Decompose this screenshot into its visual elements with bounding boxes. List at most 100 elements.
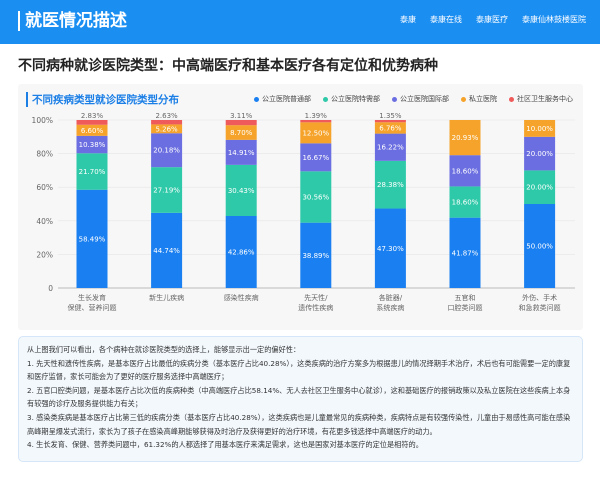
bar-segment [374, 119, 406, 123]
bar-segment [76, 153, 108, 190]
x-tick-label: 感染性疾病 [224, 293, 259, 302]
data-label: 10.00% [526, 125, 553, 133]
data-label: 42.86% [228, 248, 255, 256]
x-tick-label: 新生儿疾病 [149, 293, 184, 302]
data-label: 6.76% [379, 124, 402, 132]
bar-segment [225, 119, 257, 126]
legend-dot-icon [509, 96, 514, 102]
note-paragraph: 从上图我们可以看出，各个病种在就诊医院类型的选择上，能够显示出一定的偏好性： [27, 345, 301, 354]
data-label: 1.39% [305, 112, 328, 120]
data-label: 58.49% [79, 235, 106, 243]
bar-segment [76, 135, 108, 154]
data-label: 28.38% [377, 181, 404, 189]
header-title: 就医情况描述 [18, 11, 127, 31]
legend-item[interactable]: 私立医院 [461, 94, 497, 104]
bar-segment [449, 120, 481, 156]
bar-segment [374, 133, 406, 161]
data-label: 20.00% [526, 184, 553, 192]
data-label: 1.35% [379, 112, 402, 120]
y-tick-label: 40% [36, 217, 53, 226]
y-tick-label: 20% [36, 250, 53, 259]
header-bar: 就医情况描述 泰康 泰康在线 泰康医疗 泰康仙林鼓楼医院 [0, 0, 600, 44]
x-tick-label: 先天性/ [304, 293, 328, 302]
bar-segment [524, 120, 556, 137]
data-label: 8.70% [230, 129, 253, 137]
y-tick-label: 80% [36, 150, 53, 159]
logo-taikang-hospital: 泰康仙林鼓楼医院 [522, 15, 586, 24]
legend-label: 公立医院国际部 [400, 95, 449, 103]
legend-item[interactable]: 公立医院特需部 [323, 94, 380, 104]
data-label: 10.38% [79, 141, 106, 149]
bar-segment [151, 133, 183, 168]
data-label: 20.18% [153, 147, 180, 155]
legend-dot-icon [323, 96, 328, 102]
bar-segment [524, 170, 556, 204]
legend-dot-icon [461, 96, 466, 102]
bar-segment [449, 155, 481, 187]
bar-segment [151, 212, 183, 288]
bar-segment [76, 189, 108, 288]
y-tick-label: 60% [36, 183, 53, 192]
chart-legend: 公立医院普通部 公立医院特需部 公立医院国际部 私立医院 社区卫生服务中心 [254, 94, 573, 104]
bar-segment [225, 164, 257, 216]
note-paragraph: 1. 先天性和遗传性疾病，是基本医疗占比最低的疾病分类（基本医疗占比40.28%… [27, 358, 571, 382]
note-paragraph: 3. 感染类疾病是基本医疗占比第三低的疾病分类（基本医疗占比40.28%），这类… [27, 412, 571, 436]
x-tick-label: 和急救类问题 [519, 303, 561, 312]
page-title: 不同病种就诊医院类型：中高端医疗和基本医疗各有定位和优势病种 [18, 58, 438, 74]
bar-segment [524, 136, 556, 171]
data-label: 12.50% [302, 129, 329, 137]
note-paragraph: 2. 五官口腔类问题，是基本医疗占比次低的疾病种类（中高端医疗占比58.14%、… [27, 385, 571, 409]
data-label: 44.74% [153, 247, 180, 255]
bar-segment [76, 120, 108, 125]
legend-item[interactable]: 社区卫生服务中心 [509, 94, 573, 104]
data-label: 27.19% [153, 186, 180, 194]
data-label: 30.56% [302, 193, 329, 201]
brand-logos: 泰康 泰康在线 泰康医疗 泰康仙林鼓楼医院 [400, 14, 586, 25]
data-label: 3.11% [230, 112, 253, 120]
logo-taikang: 泰康 [400, 15, 416, 24]
bar-segment [374, 160, 406, 209]
x-tick-label: 各脏器/ [379, 293, 403, 302]
legend-item[interactable]: 公立医院普通部 [254, 94, 311, 104]
bar-segment [300, 143, 332, 172]
logo-taikang-online: 泰康在线 [430, 15, 462, 24]
bar-segment [225, 125, 257, 140]
bar-segment [225, 139, 257, 165]
y-tick-label: 100% [32, 116, 53, 125]
bar-segment [300, 119, 332, 123]
data-label: 18.60% [452, 199, 479, 207]
x-tick-label: 系统疾病 [376, 303, 404, 312]
data-label: 2.63% [155, 112, 178, 120]
data-label: 6.60% [81, 127, 104, 135]
x-tick-label: 保健、营养问题 [68, 303, 117, 312]
legend-item[interactable]: 公立医院国际部 [392, 94, 449, 104]
bar-segment [300, 122, 332, 144]
y-tick-label: 0 [48, 284, 53, 293]
data-label: 47.30% [377, 245, 404, 253]
x-tick-label: 生长发育 [78, 293, 106, 302]
data-label: 21.70% [79, 168, 106, 176]
x-tick-label: 外伤、手术 [522, 293, 557, 302]
data-label: 14.91% [228, 149, 255, 157]
bar-segment [374, 208, 406, 288]
data-label: 30.43% [228, 187, 255, 195]
x-tick-label: 五官和 [455, 293, 476, 302]
stacked-bar-chart: 0 20% 40% 60% 80% 100% 58.49% 21.70% 10.38% 6.60%… [32, 112, 575, 312]
legend-label: 社区卫生服务中心 [517, 95, 573, 103]
bar-segment [300, 171, 332, 223]
bar-segment [300, 222, 332, 288]
x-tick-label: 遗传性疾病 [298, 303, 333, 312]
bar-segment [225, 215, 257, 288]
bar-segment [524, 204, 556, 288]
analysis-notes: 从上图我们可以看出，各个病种在就诊医院类型的选择上，能够显示出一定的偏好性： 1.… [18, 336, 583, 462]
data-label: 41.87% [452, 249, 479, 257]
bar-segment [374, 122, 406, 134]
chart-title: 不同疾病类型就诊医院类型分布 [26, 92, 179, 107]
legend-label: 私立医院 [469, 95, 497, 103]
data-label: 38.89% [302, 252, 329, 260]
bar-segment [151, 124, 183, 134]
legend-label: 公立医院特需部 [331, 95, 380, 103]
data-label: 5.26% [155, 125, 178, 133]
data-label: 50.00% [526, 243, 553, 251]
logo-taikang-medical: 泰康医疗 [476, 15, 508, 24]
